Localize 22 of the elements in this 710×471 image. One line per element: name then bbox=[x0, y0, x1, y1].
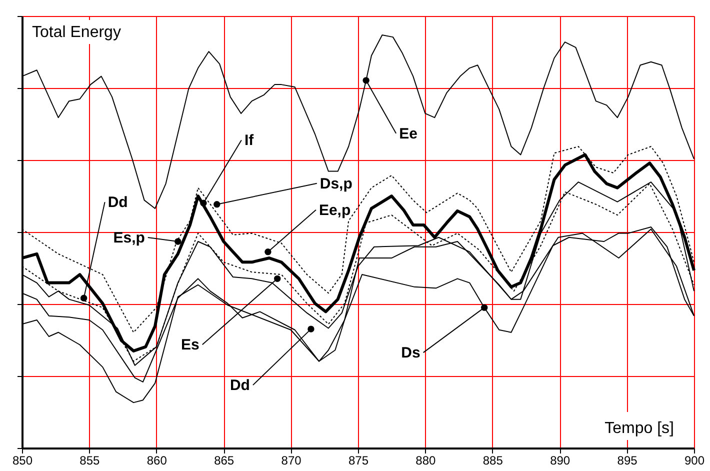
x-tick-label: 895 bbox=[617, 454, 638, 468]
annotation: Es bbox=[181, 336, 200, 354]
annotation: Dd bbox=[230, 377, 250, 394]
annotation: Dd bbox=[108, 194, 128, 212]
x-tick-label: 875 bbox=[348, 454, 369, 468]
x-tick-label: 865 bbox=[214, 454, 234, 468]
annotation: Es,p bbox=[113, 230, 145, 246]
x-tick-label: 890 bbox=[550, 454, 570, 468]
annotation: Ee bbox=[399, 125, 418, 142]
x-tick-label: 855 bbox=[80, 454, 100, 468]
x-tick-label: 880 bbox=[416, 454, 436, 468]
annotation: Ee,p bbox=[318, 202, 351, 219]
x-tick-label: 850 bbox=[12, 454, 33, 468]
x-axis-title: Tempo [s] bbox=[604, 420, 674, 437]
y-axis-title: Total Energy bbox=[32, 24, 121, 41]
x-tick-label: 860 bbox=[146, 454, 168, 468]
annotation: Ds bbox=[401, 344, 420, 362]
x-tick-label: 900 bbox=[684, 454, 705, 468]
x-tick-label: 870 bbox=[281, 454, 302, 468]
annotation: If bbox=[244, 132, 255, 150]
annotation: Ds,p bbox=[320, 175, 352, 192]
x-tick-label: 885 bbox=[482, 454, 504, 468]
